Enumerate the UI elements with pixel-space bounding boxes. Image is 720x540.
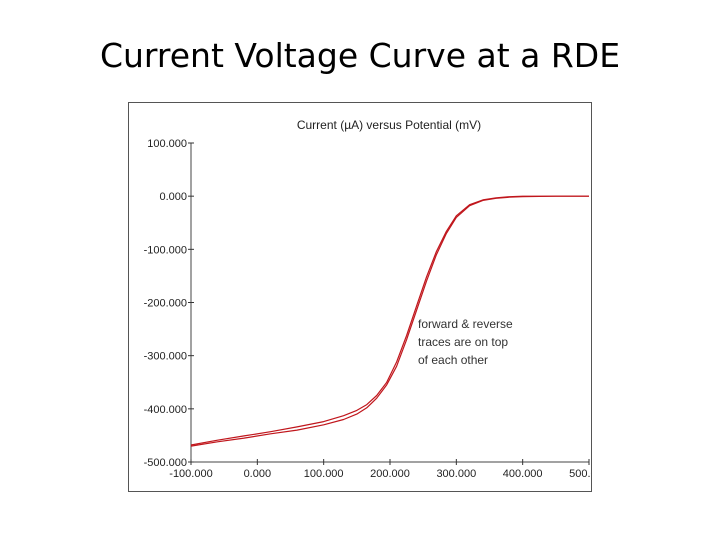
y-tick-label: -100.000 — [144, 244, 187, 256]
series-layer — [190, 195, 589, 447]
y-tick-label: -200.000 — [144, 298, 187, 310]
y-tick-label: 0.000 — [159, 191, 187, 203]
y-tick-label: -400.000 — [144, 404, 187, 416]
ticks: 100.000 0.000 -100.000 -200.000 -300.000 -400… — [144, 138, 591, 480]
chart-frame: Current (µA) versus Potential (mV) 100.0… — [128, 102, 592, 492]
series-line-1 — [190, 195, 589, 447]
x-tick-label: 0.000 — [244, 468, 272, 480]
x-tick-label: 200.000 — [370, 468, 410, 480]
y-tick-label: -500.000 — [144, 457, 187, 469]
x-tick-label: 400.000 — [503, 468, 543, 480]
x-tick-label: 300.000 — [436, 468, 476, 480]
y-tick-label: -300.000 — [144, 351, 187, 363]
series-line-2 — [190, 195, 589, 446]
annotation-line-1: forward & reverse — [418, 317, 513, 331]
x-tick-label: 100.000 — [304, 468, 344, 480]
x-tick-label: -100.000 — [169, 468, 212, 480]
x-tick-label: 500.000 — [569, 468, 591, 480]
chart-title: Current (µA) versus Potential (mV) — [297, 118, 481, 132]
annotation-line-2: traces are on top — [418, 335, 508, 349]
slide-title: Current Voltage Curve at a RDE — [99, 36, 621, 75]
axes — [190, 143, 589, 463]
iv-curve-chart: Current (µA) versus Potential (mV) 100.0… — [144, 118, 591, 480]
annotation-line-3: of each other — [418, 353, 488, 367]
y-tick-label: 100.000 — [147, 138, 187, 150]
